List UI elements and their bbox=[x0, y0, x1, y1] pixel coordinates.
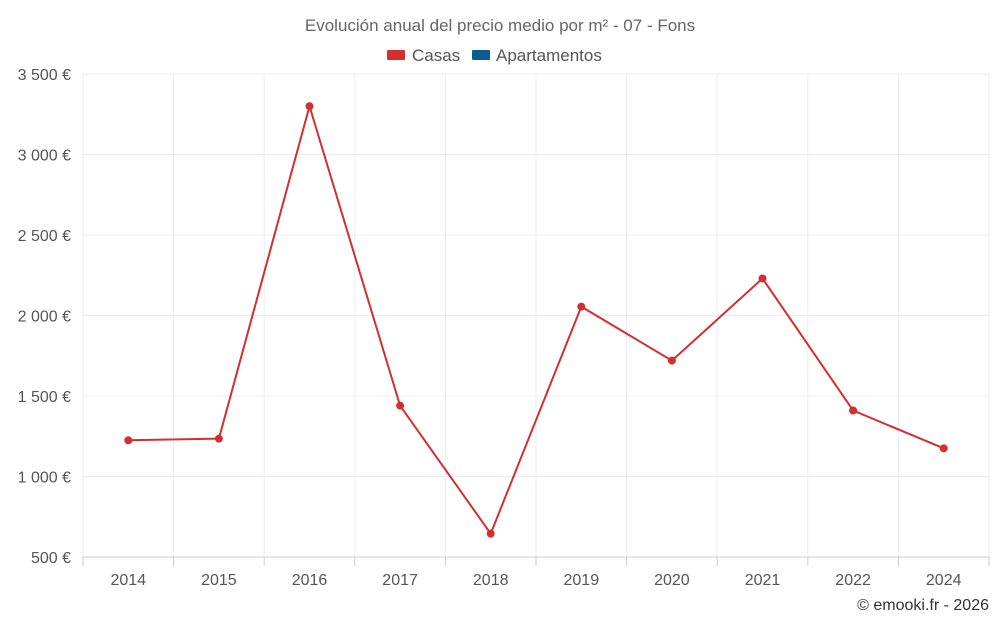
legend-label-apartamentos: Apartamentos bbox=[496, 46, 602, 65]
y-tick-label: 500 € bbox=[31, 550, 71, 567]
data-point[interactable] bbox=[758, 274, 767, 283]
series-line-casas bbox=[128, 105, 945, 535]
x-tick-label: 2022 bbox=[835, 572, 871, 589]
x-tick-label: 2018 bbox=[473, 572, 509, 589]
data-point[interactable] bbox=[214, 434, 223, 443]
x-axis: 2014 2015 2016 2017 2018 2019 2020 2021 2022 2024 bbox=[82, 556, 990, 589]
data-point[interactable] bbox=[939, 444, 948, 453]
data-point[interactable] bbox=[124, 436, 133, 445]
y-axis: 500 € 1 000 € 1 500 € 2 000 € 2 500 € 3 000 €… bbox=[18, 67, 71, 567]
data-point[interactable] bbox=[577, 302, 586, 311]
legend-swatch-casas bbox=[387, 50, 405, 60]
x-tick-label: 2020 bbox=[654, 572, 690, 589]
y-tick-label: 2 500 € bbox=[18, 228, 71, 245]
legend-item-casas[interactable]: Casas bbox=[387, 46, 460, 65]
y-tick-label: 3 500 € bbox=[18, 67, 71, 84]
x-tick-label: 2016 bbox=[292, 572, 328, 589]
chart-title: Evolución anual del precio medio por m² … bbox=[305, 16, 695, 35]
data-point[interactable] bbox=[305, 102, 314, 111]
data-point[interactable] bbox=[667, 356, 676, 365]
x-tick-label: 2017 bbox=[382, 572, 418, 589]
x-tick-label: 2014 bbox=[111, 572, 147, 589]
y-tick-label: 2 000 € bbox=[18, 309, 71, 326]
plot-area bbox=[124, 102, 948, 538]
x-tick-label: 2024 bbox=[926, 572, 962, 589]
legend-item-apartamentos[interactable]: Apartamentos bbox=[472, 46, 602, 65]
x-tick-label: 2021 bbox=[745, 572, 781, 589]
x-tick-label: 2015 bbox=[201, 572, 237, 589]
y-tick-label: 1 000 € bbox=[18, 470, 71, 487]
legend-swatch-apartamentos bbox=[472, 50, 490, 60]
y-tick-label: 1 500 € bbox=[18, 389, 71, 406]
gridlines bbox=[82, 73, 990, 557]
credit: © emooki.fr - 2026 bbox=[857, 597, 989, 614]
data-point[interactable] bbox=[486, 529, 495, 538]
legend: Casas Apartamentos bbox=[387, 46, 602, 65]
y-tick-label: 3 000 € bbox=[18, 148, 71, 165]
legend-label-casas: Casas bbox=[412, 46, 460, 65]
data-point[interactable] bbox=[396, 401, 405, 410]
x-tick-label: 2019 bbox=[564, 572, 600, 589]
data-point[interactable] bbox=[849, 406, 858, 415]
